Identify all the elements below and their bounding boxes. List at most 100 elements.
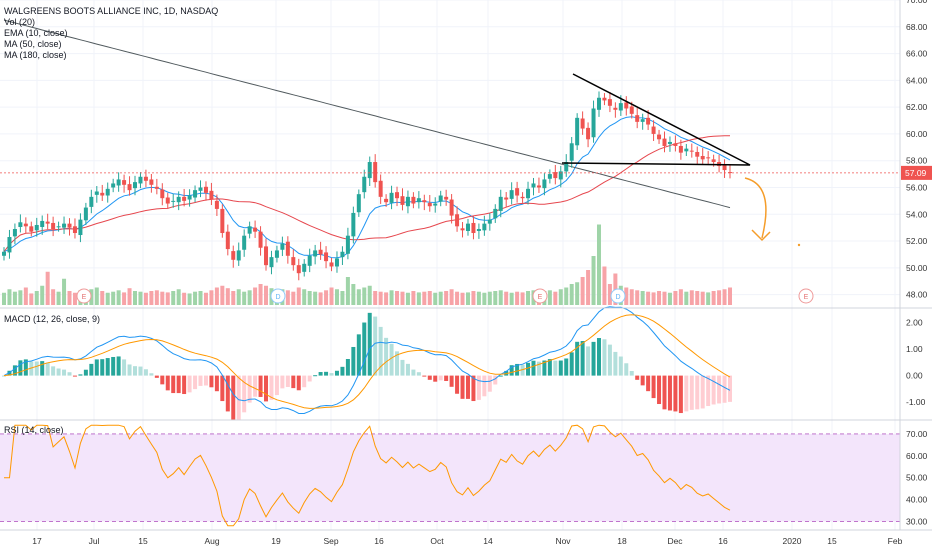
- volume-bar: [498, 290, 503, 305]
- rsi-y-tick: 40.00: [906, 495, 928, 505]
- macd-histogram-bar: [416, 372, 421, 376]
- macd-histogram-bar: [154, 375, 159, 378]
- volume-bar: [564, 287, 569, 305]
- macd-histogram-bar: [12, 365, 17, 376]
- candle-body: [378, 180, 383, 197]
- volume-bar: [313, 291, 318, 305]
- candle-body: [602, 97, 607, 101]
- volume-bar: [455, 291, 460, 305]
- volume-bar: [302, 289, 307, 305]
- macd-histogram-bar: [706, 375, 711, 407]
- candle-body: [264, 246, 269, 266]
- legend-ma180: MA (180, close): [4, 50, 67, 60]
- macd-histogram-bar: [345, 359, 350, 376]
- volume-bar: [258, 284, 263, 305]
- volume-bar: [362, 287, 367, 305]
- volume-bar: [72, 292, 77, 305]
- volume-bar: [476, 291, 481, 305]
- x-tick-label: 15: [827, 536, 837, 546]
- volume-bar: [389, 290, 394, 305]
- macd-histogram-bar: [662, 375, 667, 410]
- volume-bar: [635, 290, 640, 305]
- volume-bar: [253, 287, 258, 305]
- candle-body: [531, 183, 536, 188]
- macd-histogram-bar: [635, 375, 640, 380]
- projection-arrow: [744, 177, 767, 239]
- ma50-line: [3, 135, 731, 253]
- volume-bar: [662, 291, 667, 305]
- volume-bar: [225, 288, 230, 305]
- macd-histogram-bar: [253, 375, 258, 397]
- macd-histogram-bar: [564, 358, 569, 376]
- candle-body: [67, 223, 72, 228]
- candle-body: [433, 203, 438, 206]
- candle-body: [684, 148, 689, 152]
- macd-histogram-bar: [695, 375, 700, 410]
- volume-bar: [444, 291, 449, 305]
- volume-bar: [56, 291, 61, 305]
- candle-body: [154, 186, 159, 189]
- macd-histogram-bar: [324, 371, 329, 376]
- macd-histogram-bar: [520, 364, 525, 376]
- candle-body: [438, 195, 443, 202]
- macd-histogram-bar: [602, 339, 607, 376]
- volume-bar: [133, 291, 138, 305]
- macd-histogram-bar: [362, 322, 367, 376]
- macd-histogram-bar: [29, 361, 34, 376]
- macd-histogram-bar: [515, 363, 520, 376]
- macd-line: [3, 306, 731, 414]
- macd-histogram-bar: [509, 365, 514, 376]
- candle-body: [285, 241, 290, 256]
- macd-histogram-bar: [493, 375, 498, 385]
- candle-body: [296, 265, 301, 274]
- volume-bar: [602, 266, 607, 305]
- candle-body: [635, 115, 640, 122]
- macd-histogram-bar: [569, 352, 574, 376]
- macd-histogram-bar: [356, 334, 361, 376]
- candle-body: [56, 226, 61, 228]
- event-marker-label: E: [804, 294, 809, 301]
- macd-histogram-bar: [318, 372, 323, 376]
- candle-body: [624, 102, 629, 109]
- volume-bar: [422, 291, 427, 305]
- volume-bar: [596, 224, 601, 305]
- candle-body: [498, 196, 503, 211]
- volume-bar: [465, 292, 470, 305]
- y-tick-label: 50.00: [906, 263, 928, 273]
- candle-body: [509, 190, 514, 199]
- candle-body: [160, 189, 165, 199]
- candle-body: [291, 257, 296, 266]
- volume-bar: [18, 290, 23, 305]
- candle-body: [23, 223, 28, 227]
- candle-body: [711, 159, 716, 163]
- candle-body: [214, 200, 219, 209]
- macd-histogram-bar: [285, 375, 290, 387]
- volume-bar: [247, 290, 252, 305]
- macd-histogram-bar: [624, 363, 629, 376]
- volume-bar: [176, 289, 181, 305]
- candles[interactable]: [2, 91, 732, 281]
- candle-body: [231, 251, 236, 260]
- volume-bar: [40, 285, 45, 305]
- candle-body: [83, 207, 88, 221]
- volume-bar: [678, 289, 683, 305]
- macd-histogram-bar: [476, 375, 481, 400]
- volume-bar: [471, 291, 476, 305]
- annotations: 57.09 E D E D E: [0, 73, 932, 304]
- macd-histogram-bar: [400, 359, 405, 376]
- candle-body: [89, 196, 94, 207]
- macd-histogram-bar: [444, 375, 449, 381]
- volume-bar: [351, 284, 356, 305]
- macd-histogram-bar: [111, 356, 116, 376]
- candle-body: [127, 184, 132, 191]
- volume-bar: [7, 289, 12, 305]
- event-marker-label: E: [82, 294, 87, 301]
- candle-body: [2, 251, 6, 256]
- volume-bar: [236, 289, 241, 305]
- candle-body: [471, 222, 476, 234]
- candle-body: [667, 141, 672, 144]
- volume-bar: [624, 287, 629, 305]
- volume-bar: [526, 291, 531, 305]
- macd-histogram-bar: [547, 359, 552, 376]
